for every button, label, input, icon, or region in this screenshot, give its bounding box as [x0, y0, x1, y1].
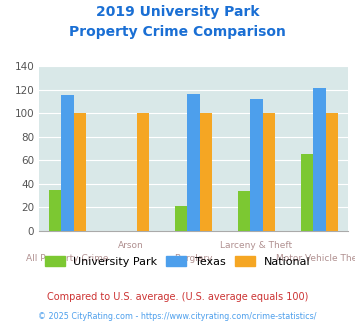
Bar	[263, 113, 275, 231]
Bar	[49, 190, 61, 231]
Legend: University Park, Texas, National: University Park, Texas, National	[44, 256, 311, 267]
Bar	[237, 191, 250, 231]
Bar	[250, 99, 263, 231]
Text: Compared to U.S. average. (U.S. average equals 100): Compared to U.S. average. (U.S. average …	[47, 292, 308, 302]
Bar	[313, 88, 326, 231]
Bar	[326, 113, 338, 231]
Text: All Property Crime: All Property Crime	[26, 254, 109, 263]
Bar	[200, 113, 212, 231]
Text: Motor Vehicle Theft: Motor Vehicle Theft	[275, 254, 355, 263]
Text: 2019 University Park: 2019 University Park	[96, 5, 259, 19]
Text: Arson: Arson	[118, 241, 143, 250]
Bar	[74, 113, 86, 231]
Bar	[301, 154, 313, 231]
Bar	[187, 94, 200, 231]
Bar	[61, 95, 74, 231]
Bar	[137, 113, 149, 231]
Text: Property Crime Comparison: Property Crime Comparison	[69, 25, 286, 39]
Text: Burglary: Burglary	[174, 254, 213, 263]
Bar	[175, 206, 187, 231]
Text: © 2025 CityRating.com - https://www.cityrating.com/crime-statistics/: © 2025 CityRating.com - https://www.city…	[38, 312, 317, 321]
Text: Larceny & Theft: Larceny & Theft	[220, 241, 293, 250]
